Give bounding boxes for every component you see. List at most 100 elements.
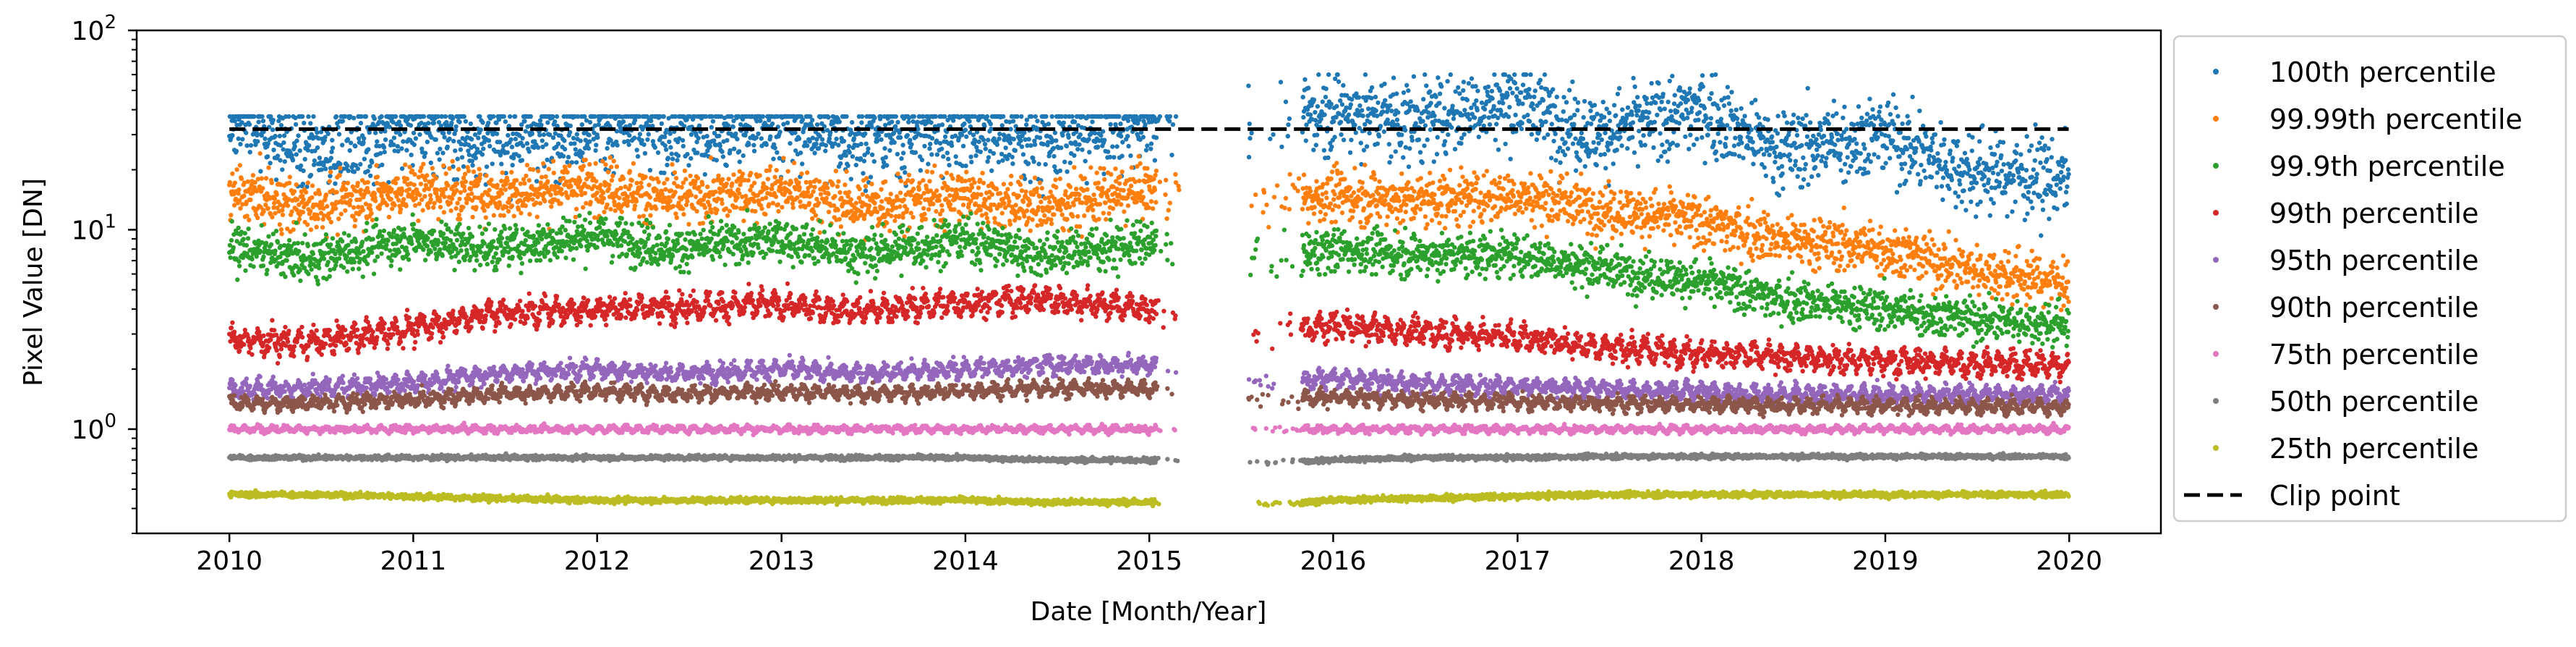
- scatter-point: [1667, 78, 1672, 84]
- scatter-point: [944, 170, 950, 176]
- scatter-point: [441, 163, 446, 169]
- scatter-point: [305, 222, 310, 227]
- scatter-point: [442, 135, 447, 140]
- scatter-point: [1603, 122, 1609, 128]
- scatter-point: [1974, 214, 1979, 219]
- scatter-point: [435, 187, 440, 193]
- scatter-point: [513, 114, 518, 119]
- scatter-point: [445, 182, 451, 188]
- scatter-point: [367, 203, 372, 208]
- scatter-point: [686, 163, 691, 168]
- scatter-point: [501, 114, 506, 119]
- scatter-point: [810, 216, 815, 221]
- scatter-point: [310, 136, 315, 141]
- scatter-point: [1022, 130, 1027, 135]
- scatter-point: [534, 214, 539, 219]
- scatter-point: [278, 122, 284, 128]
- scatter-point: [984, 211, 989, 216]
- scatter-point: [593, 161, 598, 166]
- scatter-point: [406, 187, 412, 192]
- scatter-point: [275, 153, 281, 158]
- scatter-point: [277, 133, 282, 139]
- scatter-point: [1318, 117, 1323, 122]
- scatter-point: [1685, 115, 1690, 121]
- scatter-point: [768, 134, 773, 139]
- scatter-point: [1558, 160, 1563, 165]
- scatter-point: [2038, 160, 2043, 165]
- scatter-point: [2057, 186, 2063, 191]
- scatter-point: [1939, 184, 1945, 189]
- scatter-point: [478, 127, 483, 132]
- scatter-point: [365, 179, 370, 185]
- scatter-point: [1018, 182, 1023, 187]
- scatter-point: [1001, 114, 1006, 119]
- scatter-point: [573, 147, 578, 152]
- scatter-point: [1656, 81, 1661, 86]
- scatter-point: [729, 114, 734, 119]
- scatter-point: [519, 211, 524, 216]
- scatter-point: [790, 205, 796, 211]
- scatter-point: [367, 130, 372, 135]
- scatter-point: [1927, 153, 1932, 158]
- scatter-point: [1593, 146, 1599, 151]
- scatter-point: [548, 193, 553, 198]
- scatter-point: [1520, 101, 1525, 106]
- scatter-point: [826, 209, 832, 214]
- scatter-point: [989, 192, 995, 197]
- scatter-point: [2066, 172, 2071, 177]
- scatter-point: [1823, 164, 1828, 169]
- scatter-point: [1655, 112, 1660, 117]
- scatter-point: [1671, 101, 1677, 106]
- scatter-point: [459, 155, 465, 160]
- scatter-point: [1804, 134, 1810, 139]
- scatter-point: [1383, 98, 1388, 103]
- scatter-point: [417, 193, 422, 198]
- scatter-point: [1505, 93, 1510, 98]
- scatter-point: [964, 134, 969, 140]
- scatter-point: [285, 203, 291, 208]
- scatter-point: [1428, 89, 1433, 94]
- scatter-point: [1738, 135, 1744, 140]
- scatter-point: [312, 148, 317, 153]
- scatter-point: [1888, 111, 1893, 117]
- scatter-point: [1728, 126, 1733, 132]
- scatter-point: [317, 156, 323, 161]
- scatter-point: [1799, 122, 1804, 127]
- scatter-point: [409, 152, 414, 158]
- scatter-point: [1900, 121, 1905, 127]
- scatter-point: [1547, 110, 1553, 115]
- scatter-point: [1406, 164, 1412, 169]
- scatter-point: [2010, 209, 2015, 214]
- scatter-point: [681, 211, 686, 217]
- scatter-point: [523, 129, 528, 134]
- scatter-point: [1697, 110, 1702, 115]
- scatter-point: [579, 122, 584, 127]
- scatter-point: [537, 132, 542, 138]
- scatter-point: [403, 162, 408, 167]
- scatter-point: [954, 187, 959, 193]
- scatter-point: [1360, 113, 1365, 119]
- scatter-point: [1632, 84, 1637, 90]
- scatter-point: [2065, 184, 2070, 190]
- scatter-point: [1954, 143, 1960, 148]
- scatter-point: [2031, 190, 2037, 195]
- scatter-point: [366, 190, 371, 195]
- scatter-point: [996, 159, 1002, 165]
- scatter-point: [498, 153, 503, 158]
- scatter-point: [419, 120, 424, 125]
- scatter-point: [398, 132, 403, 138]
- scatter-point: [1733, 135, 1738, 140]
- scatter-point: [1708, 121, 1713, 127]
- scatter-point: [826, 191, 831, 197]
- scatter-point: [947, 163, 952, 168]
- scatter-point: [1391, 75, 1396, 80]
- scatter-point: [315, 145, 320, 151]
- scatter-point: [911, 186, 916, 192]
- scatter-point: [694, 194, 699, 200]
- scatter-point: [1625, 145, 1630, 151]
- scatter-point: [835, 184, 840, 189]
- scatter-point: [1805, 85, 1810, 91]
- scatter-point: [560, 153, 566, 158]
- scatter-point: [333, 181, 338, 186]
- scatter-point: [296, 133, 301, 138]
